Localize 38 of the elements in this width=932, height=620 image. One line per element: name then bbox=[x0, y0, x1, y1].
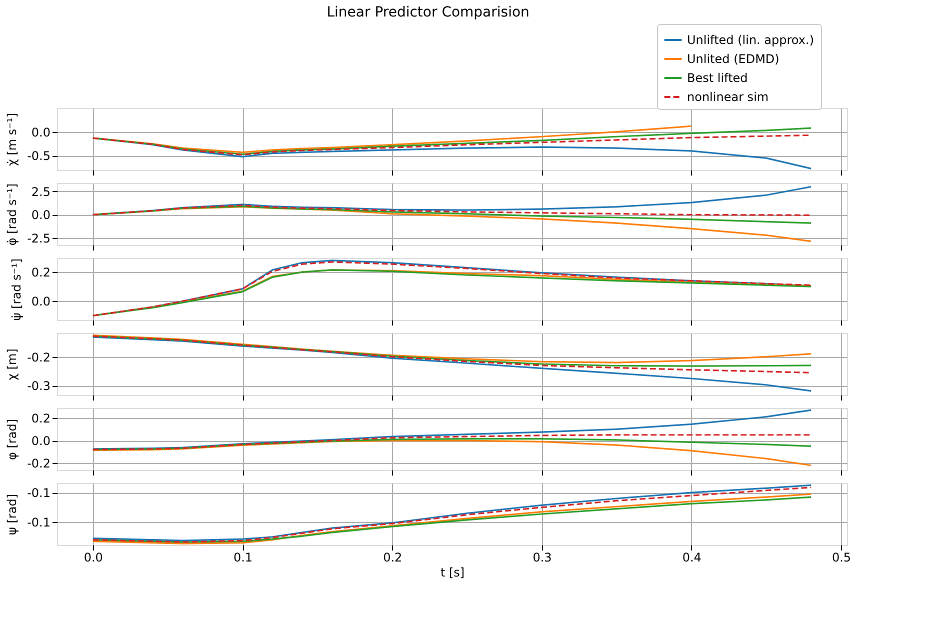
x-tick-label: 0.1 bbox=[233, 550, 253, 564]
x-tick-label: 0.5 bbox=[832, 550, 852, 564]
y-axis-title: φ [rad] bbox=[5, 419, 20, 460]
y-tick-label: 2.5 bbox=[31, 184, 50, 199]
y-tick-label: 0.0 bbox=[31, 208, 50, 222]
legend-label: Best lifted bbox=[687, 71, 748, 85]
y-tick-label: 0.2 bbox=[31, 411, 50, 426]
legend-label: Unlited (EDMD) bbox=[687, 52, 780, 66]
y-axis-title: χ̇ [m s⁻¹] bbox=[5, 112, 20, 166]
y-axis-title: χ [m] bbox=[5, 348, 20, 380]
line-series bbox=[92, 440, 812, 466]
y-tick-label: -0.1 bbox=[27, 486, 50, 500]
legend-label: nonlinear sim bbox=[687, 90, 769, 104]
y-axis-title: φ̇ [rad s⁻¹] bbox=[5, 183, 20, 246]
x-tick-label: 0.3 bbox=[532, 550, 552, 564]
x-tick-label: 0.2 bbox=[383, 550, 402, 564]
x-tick-label: 0.0 bbox=[84, 550, 103, 564]
x-tick-label: 0.4 bbox=[682, 550, 702, 564]
y-tick-label: -0.2 bbox=[27, 456, 50, 471]
y-tick-label: -0.5 bbox=[27, 149, 50, 164]
y-tick-label: -0.2 bbox=[27, 350, 50, 364]
x-axis-title: t [s] bbox=[440, 566, 465, 580]
y-axis-title: ψ [rad] bbox=[5, 494, 20, 535]
y-tick-label: -2.5 bbox=[27, 232, 50, 246]
line-series bbox=[92, 204, 812, 216]
line-series bbox=[92, 336, 812, 392]
line-series bbox=[92, 335, 812, 374]
y-tick-label: -0.3 bbox=[27, 379, 50, 394]
y-tick-label: 0.0 bbox=[31, 125, 50, 140]
y-tick-label: 0.0 bbox=[31, 294, 50, 309]
y-tick-label: 0.2 bbox=[31, 266, 50, 280]
legend-label: Unlifted (lin. approx.) bbox=[687, 33, 814, 47]
y-tick-label: -0.1 bbox=[27, 516, 50, 530]
chart-title: Linear Predictor Comparision bbox=[326, 4, 530, 20]
y-axis-title: ψ̇ [rad s⁻¹] bbox=[9, 258, 24, 321]
line-series bbox=[92, 434, 812, 450]
y-tick-label: 0.0 bbox=[31, 434, 50, 448]
line-series bbox=[92, 409, 812, 450]
